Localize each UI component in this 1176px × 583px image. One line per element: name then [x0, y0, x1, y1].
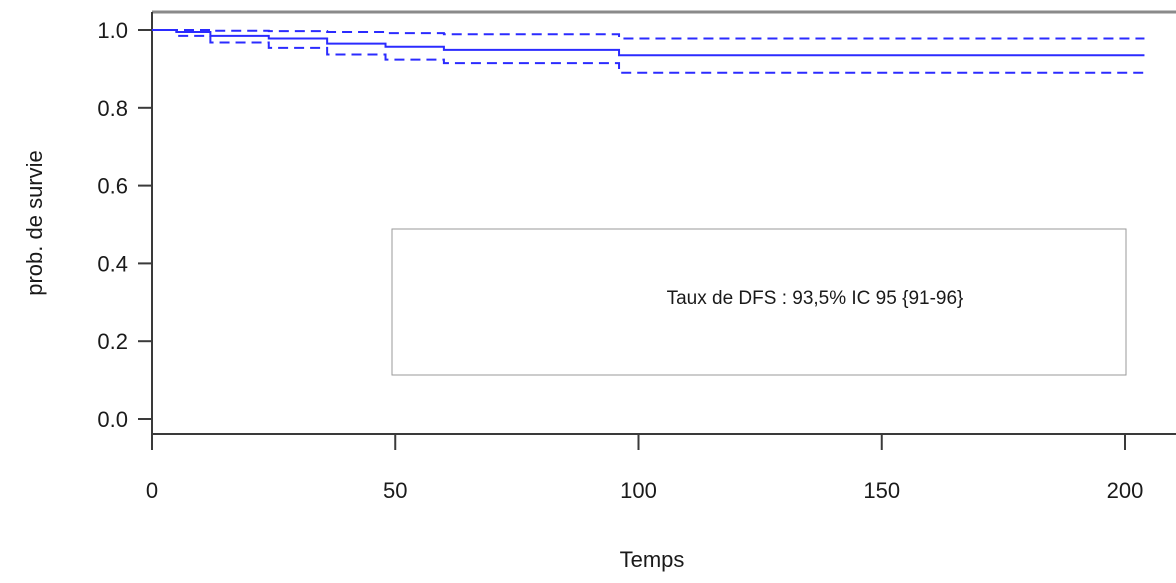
y-tick-label: 0.6: [97, 174, 128, 199]
x-axis-label: Temps: [620, 547, 685, 572]
y-tick-label: 0.8: [97, 96, 128, 121]
legend-layer: Taux de DFS : 93,5% IC 95 {91-96}: [391, 228, 1127, 376]
legend-box: [391, 228, 1127, 376]
y-tick-label: 1.0: [97, 18, 128, 43]
series-line-upper: [152, 29, 1145, 40]
x-tick-label: 50: [383, 478, 407, 503]
x-tick-label: 200: [1107, 478, 1144, 503]
x-tick-label: 150: [863, 478, 900, 503]
legend-annotation: Taux de DFS : 93,5% IC 95 {91-96}: [667, 288, 964, 309]
x-tick-label: 100: [620, 478, 657, 503]
x-tick-label: 0: [146, 478, 158, 503]
y-tick-label: 0.2: [97, 329, 128, 354]
y-tick-label: 0.0: [97, 407, 128, 432]
series-line-estimate: [152, 29, 1145, 57]
series-layer: [152, 29, 1145, 74]
axes-layer: 0.0 0.2 0.4 0.6 0.8 1.0 0 50 100 150 200: [97, 10, 1176, 503]
y-tick-label: 0.4: [97, 251, 128, 276]
y-axis-label: prob. de survie: [22, 150, 47, 296]
series-line-lower: [152, 29, 1145, 74]
